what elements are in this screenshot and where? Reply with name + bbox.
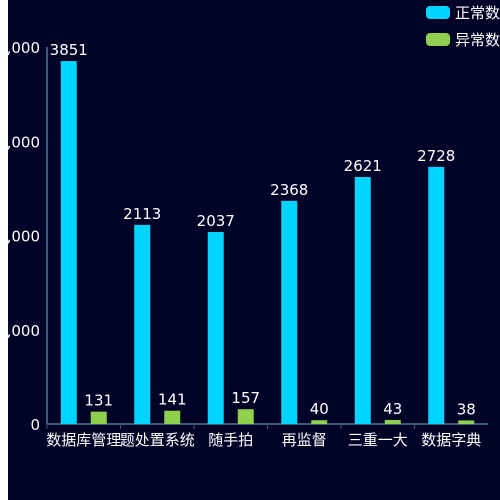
x-tick-label: 三重一大 xyxy=(348,431,408,449)
data-label: 38 xyxy=(457,400,476,418)
y-tick-label: ,000 xyxy=(7,322,40,340)
data-label: 2728 xyxy=(417,147,455,165)
bar-normal[interactable] xyxy=(281,200,298,424)
bar-abnormal[interactable] xyxy=(384,419,401,424)
bars xyxy=(60,61,475,425)
x-tick-label: 数据字典 xyxy=(421,431,481,449)
y-tick-label: ,000 xyxy=(7,39,40,57)
data-label: 2037 xyxy=(197,212,235,230)
data-label: 43 xyxy=(383,400,402,418)
x-tick-label: 再监督 xyxy=(282,431,327,449)
legend-swatch xyxy=(426,6,450,19)
legend-label: 正常数 xyxy=(455,4,500,22)
bar-normal[interactable] xyxy=(428,166,445,425)
y-tick-label: 0 xyxy=(30,416,40,434)
legend-label: 异常数 xyxy=(455,31,500,49)
x-tick-label: 题处置系统 xyxy=(120,431,195,449)
bar-abnormal[interactable] xyxy=(90,411,107,424)
data-label: 2621 xyxy=(344,157,382,175)
bar-normal[interactable] xyxy=(354,176,371,424)
bar-normal[interactable] xyxy=(60,61,77,425)
data-label: 157 xyxy=(231,389,260,407)
bar-abnormal[interactable] xyxy=(311,420,328,424)
bar-normal[interactable] xyxy=(134,224,151,424)
data-label: 131 xyxy=(84,392,113,410)
y-tick-label: ,000 xyxy=(7,228,40,246)
y-tick-label: ,000 xyxy=(7,133,40,151)
bar-abnormal[interactable] xyxy=(458,420,475,424)
chart-background xyxy=(8,0,500,500)
legend-swatch xyxy=(426,33,450,46)
data-labels: 3851 131 2113 141 2037 157 2368 40 2621 43 2728 38 xyxy=(50,41,476,418)
legend-item-normal[interactable]: 正常数 xyxy=(426,4,500,22)
data-label: 40 xyxy=(310,400,329,418)
legend-item-abnormal[interactable]: 异常数 xyxy=(426,31,500,49)
bar-abnormal[interactable] xyxy=(164,410,181,424)
bar-abnormal[interactable] xyxy=(237,409,254,424)
bar-normal[interactable] xyxy=(207,232,224,424)
x-tick-label: 随手拍 xyxy=(208,431,253,449)
data-label: 2113 xyxy=(123,205,161,223)
data-label: 3851 xyxy=(50,41,88,59)
x-tick-label: 数据库管理 xyxy=(46,431,121,449)
data-label: 141 xyxy=(158,391,187,409)
data-label: 2368 xyxy=(270,181,308,199)
